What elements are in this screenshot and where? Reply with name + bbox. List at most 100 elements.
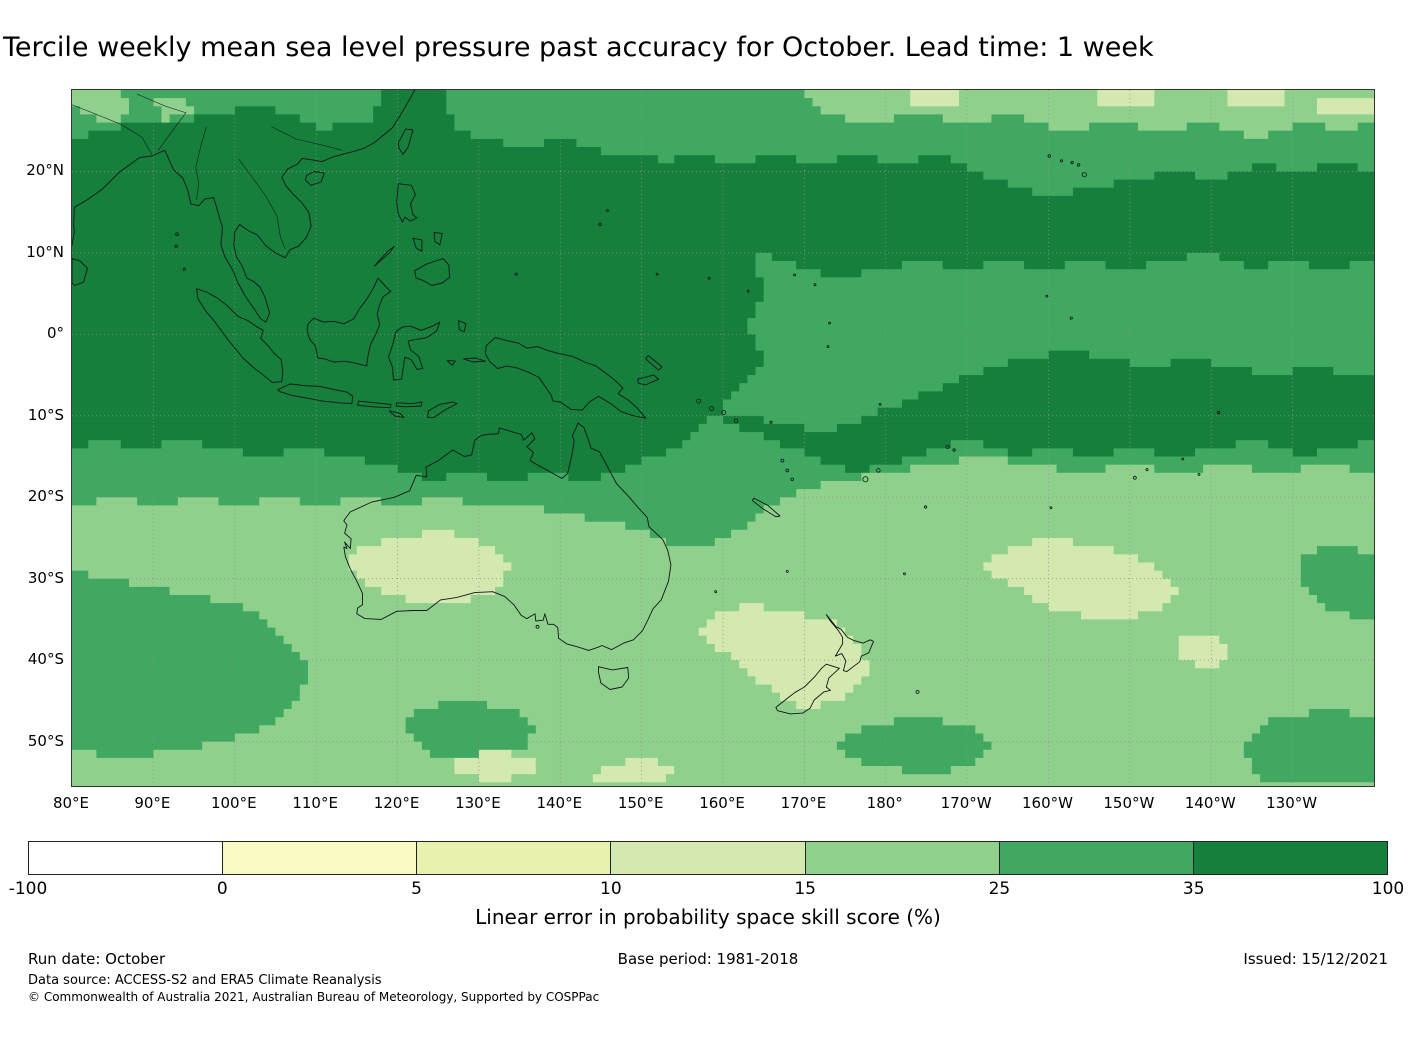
taiwan (397, 128, 414, 155)
island-dot (714, 590, 718, 594)
timor (427, 401, 458, 418)
island-dot (1081, 172, 1087, 178)
new-ireland (645, 355, 663, 371)
lon-tick-label: 150°W (1103, 794, 1155, 812)
island-dot (785, 569, 789, 573)
mindanao (414, 258, 451, 286)
new-britain (637, 374, 660, 386)
new-caledonia (751, 497, 781, 518)
island-dot (733, 418, 739, 423)
island-dot (826, 345, 830, 349)
lon-tick-label: 140°W (1184, 794, 1236, 812)
river-ganges (72, 104, 152, 155)
river-irrawaddy (195, 126, 207, 201)
map-gridlines (72, 90, 1374, 786)
island-dot (780, 458, 785, 463)
australia (343, 422, 672, 651)
lon-tick-label: 80°E (52, 794, 90, 812)
lat-tick-label: 0° (46, 324, 64, 343)
colorbar-segment-2 (416, 842, 611, 874)
new-guinea (484, 337, 647, 419)
borneo (306, 277, 392, 367)
palawan (374, 245, 395, 267)
lon-tick-label: 130°E (455, 794, 501, 812)
run-date-text: Run date: October (28, 950, 166, 968)
island-dot (1145, 468, 1149, 472)
island-dot (903, 572, 906, 576)
lon-tick-label: 110°E (292, 794, 338, 812)
colorbar-ticks: -100 0 5 10 15 25 35 100 (9, 879, 1405, 901)
island-dot (707, 276, 711, 280)
colorbar-segment-4 (804, 842, 999, 874)
island-dot (813, 283, 817, 287)
skill-heatmap (72, 90, 1374, 786)
island-dot (915, 690, 920, 694)
coastlines (72, 90, 1221, 715)
colorbar-segment-3 (610, 842, 805, 874)
island-dot (514, 272, 518, 276)
lon-tick-label: 130°W (1266, 794, 1318, 812)
river-brahmaputra (136, 93, 187, 151)
island-dot (785, 468, 790, 473)
river-mekong (238, 159, 286, 249)
seram (462, 357, 486, 363)
lon-tick-label: 180° (866, 794, 903, 812)
island-dot (1047, 154, 1051, 158)
sulawesi (388, 321, 441, 381)
samar-leyte (433, 232, 443, 246)
island-dot (1045, 294, 1049, 298)
sumatra (196, 288, 284, 383)
issued-date-text: Issued: 15/12/2021 (1243, 950, 1388, 968)
island-dot (655, 272, 659, 276)
tasmania (598, 666, 630, 690)
lon-tick-label: 150°E (617, 794, 664, 812)
lon-tick-label: 120°E (373, 794, 420, 812)
data-source-text: Data source: ACCESS-S2 and ERA5 Climate … (28, 973, 382, 988)
island-dot (1181, 457, 1185, 461)
island-dot (606, 209, 609, 212)
hainan (305, 171, 325, 186)
colorbar-tick: 0 (216, 879, 228, 899)
lat-tick-label: 30°S (27, 568, 64, 587)
lesser-sunda-east (395, 401, 423, 408)
island-dot (1069, 316, 1073, 320)
island-dot (746, 289, 750, 293)
island-dot (793, 273, 796, 277)
island-dot (923, 505, 928, 509)
lat-tick-label: 10°S (27, 405, 64, 424)
island-dot (769, 420, 773, 424)
lon-tick-label: 160°W (1022, 794, 1073, 812)
colorbar-tick: 25 (988, 879, 1011, 899)
lon-tick-label: 100°E (210, 794, 257, 812)
island-dot (1060, 159, 1064, 163)
lon-tick-label: 170°W (940, 794, 992, 812)
island-dot (790, 477, 794, 481)
island-dot (952, 448, 956, 452)
nz-north-island (825, 614, 874, 673)
island-dot (598, 222, 602, 227)
island-dot (876, 468, 881, 473)
buru (446, 359, 456, 366)
lesser-sunda-west (357, 400, 392, 409)
colorbar-tick: 100 (1371, 879, 1405, 899)
nz-south-island (775, 663, 840, 715)
island-dot (174, 244, 178, 248)
asia-mainland-coast (72, 90, 416, 323)
lon-tick-label: 90°E (134, 794, 171, 812)
island-dot (721, 410, 727, 415)
colorbar-tick: 5 (411, 879, 422, 899)
lon-tick-label: 160°E (699, 794, 745, 812)
lat-tick-label: 20°S (27, 487, 64, 506)
longitude-axis: 80°E 90°E 100°E 110°E 120°E 130°E 140°E 150°E 16… (0, 794, 1416, 816)
island-dot (1049, 506, 1053, 510)
island-dot (175, 232, 179, 237)
island-dot (862, 476, 869, 483)
colorbar-tick: 35 (1182, 879, 1205, 899)
island-dot (828, 321, 831, 325)
colorbar-segment-5 (998, 842, 1193, 874)
copyright-text: © Commonwealth of Australia 2021, Austra… (28, 990, 600, 1004)
lon-tick-label: 170°E (780, 794, 827, 812)
island-dot (1217, 410, 1221, 415)
latitude-axis: 20°N 10°N 0° 10°S 20°S 30°S 40°S 50°S (0, 0, 64, 1050)
island-dot (945, 444, 950, 449)
